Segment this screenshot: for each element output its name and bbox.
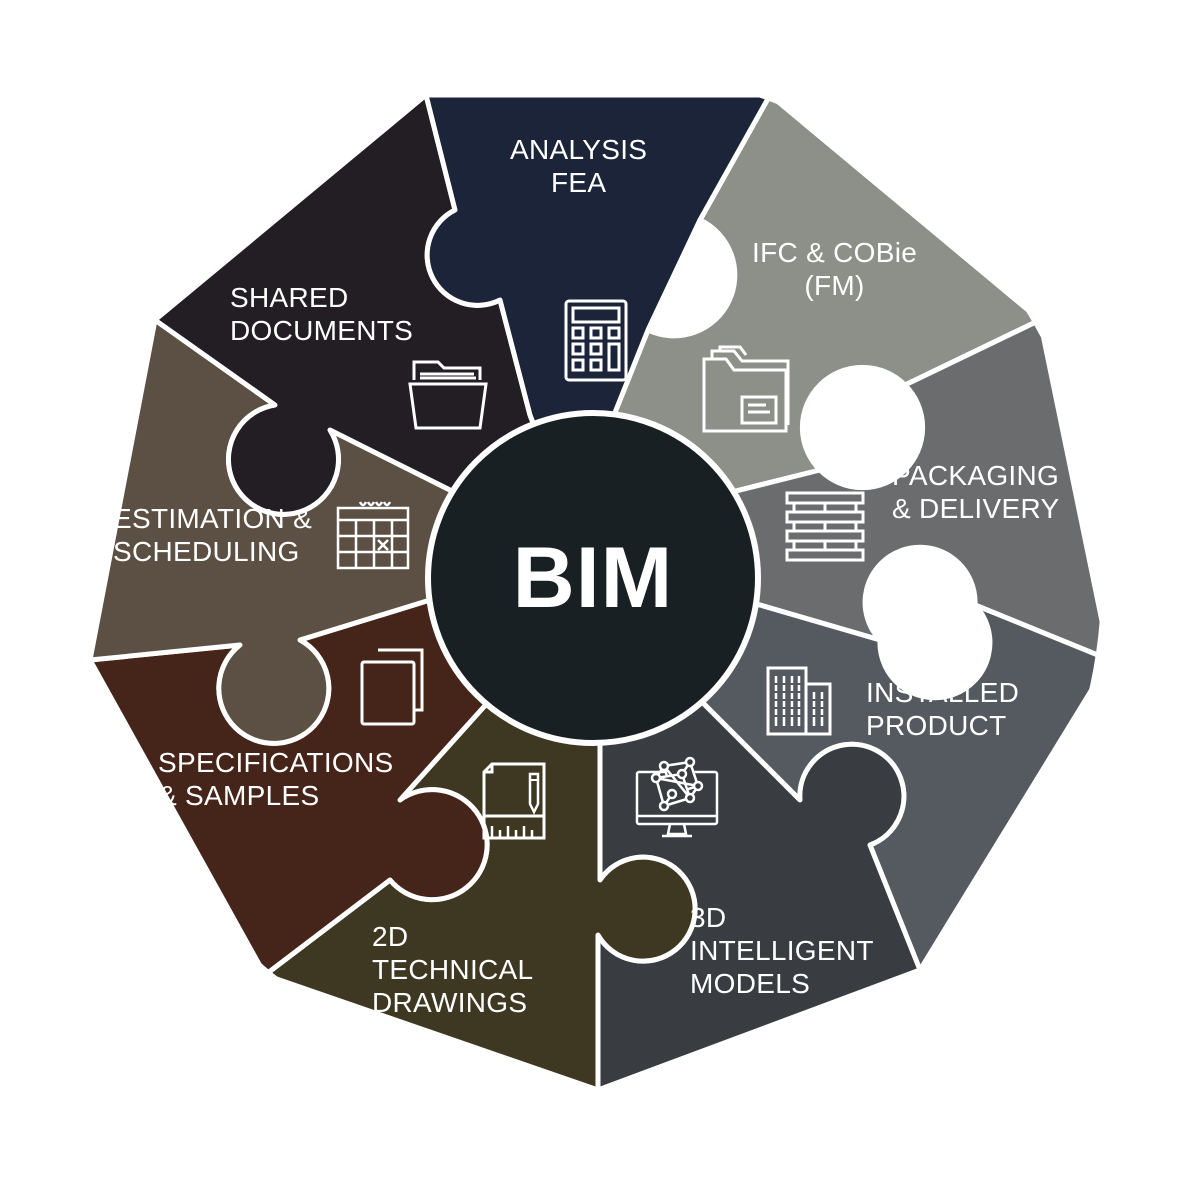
label-drawings-line-1: 2D (372, 921, 409, 952)
label-shared: SHARED DOCUMENTS (230, 281, 413, 347)
label-installed-line-2: PRODUCT (866, 710, 1007, 741)
label-shared-line-2: DOCUMENTS (230, 315, 414, 346)
label-estimation-line-1: ESTIMATION & (113, 503, 313, 534)
label-models-line-2: INTELLIGENT (690, 935, 874, 966)
label-installed-line-1: INSTALLED (866, 677, 1020, 708)
label-estimation-line-2: SCHEDULING (113, 536, 300, 567)
building-icon (766, 666, 832, 736)
center-hub (425, 410, 761, 746)
calendar-icon (336, 501, 410, 570)
3d-model-monitor-icon (635, 756, 719, 838)
label-drawings-line-3: DRAWINGS (372, 987, 528, 1018)
label-shared-line-1: SHARED (230, 282, 349, 313)
label-models: 3D INTELLIGENT MODELS (690, 901, 874, 1000)
open-folder-icon (408, 360, 488, 430)
label-packaging-line-1: PACKAGING (892, 460, 1060, 491)
label-models-line-3: MODELS (690, 968, 811, 999)
label-analysis: ANALYSIS FEA (510, 133, 647, 199)
label-specs-line-1: SPECIFICATIONS (158, 747, 394, 778)
label-models-line-1: 3D (690, 902, 727, 933)
pallet-stack-icon (785, 491, 865, 562)
label-packaging-line-2: & DELIVERY (892, 493, 1060, 524)
label-ifc-line-2: (FM) (804, 270, 865, 301)
technical-drawing-icon (482, 762, 546, 840)
calculator-icon (564, 299, 628, 382)
label-ifc: IFC & COBie (FM) (752, 236, 917, 302)
label-analysis-line-1: ANALYSIS (510, 134, 648, 165)
label-packaging: PACKAGING & DELIVERY (892, 459, 1059, 525)
label-ifc-line-1: IFC & COBie (752, 237, 918, 268)
label-analysis-line-2: FEA (550, 167, 607, 198)
stacked-pages-icon (360, 648, 424, 726)
label-specs-line-2: & SAMPLES (158, 780, 320, 811)
label-estimation: ESTIMATION & SCHEDULING (113, 502, 312, 568)
label-drawings: 2D TECHNICAL DRAWINGS (372, 920, 533, 1019)
label-installed: INSTALLED PRODUCT (866, 676, 1019, 742)
label-drawings-line-2: TECHNICAL (372, 954, 534, 985)
folder-document-icon (702, 345, 790, 433)
center-title: BIM (512, 529, 674, 626)
label-specs: SPECIFICATIONS & SAMPLES (158, 746, 394, 812)
